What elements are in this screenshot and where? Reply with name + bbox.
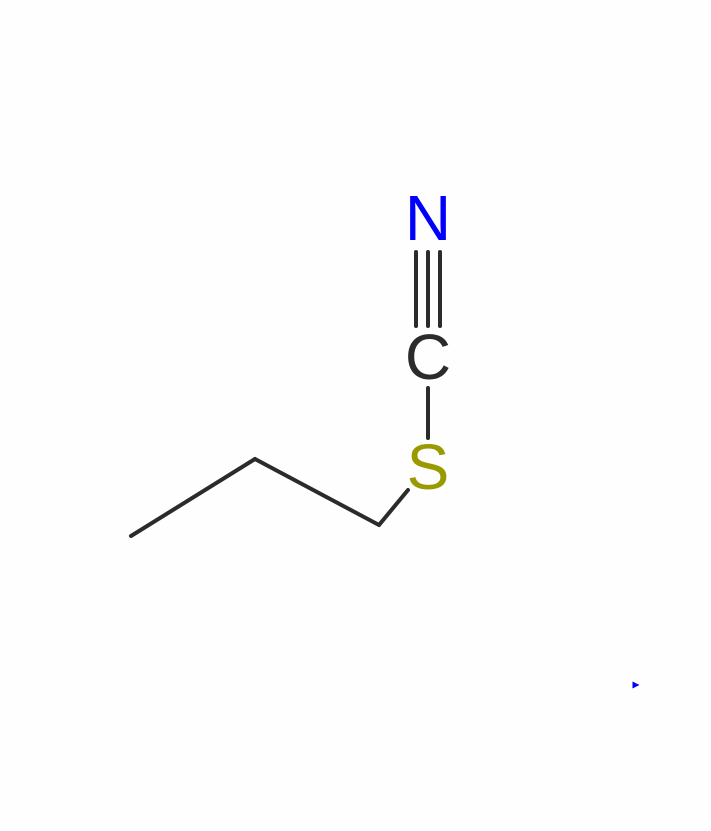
bond-layer: [0, 0, 711, 831]
atom-label-N: N: [405, 186, 451, 250]
bond-C3-C4: [131, 459, 255, 536]
atom-label-C1: C: [405, 325, 451, 389]
chemical-structure-canvas: N CS: [0, 0, 711, 831]
bond-C2-C3: [255, 459, 379, 525]
atom-label-S: S: [407, 435, 450, 499]
corner-marker-triangle: [633, 682, 640, 689]
bond-S-C2: [379, 490, 408, 525]
